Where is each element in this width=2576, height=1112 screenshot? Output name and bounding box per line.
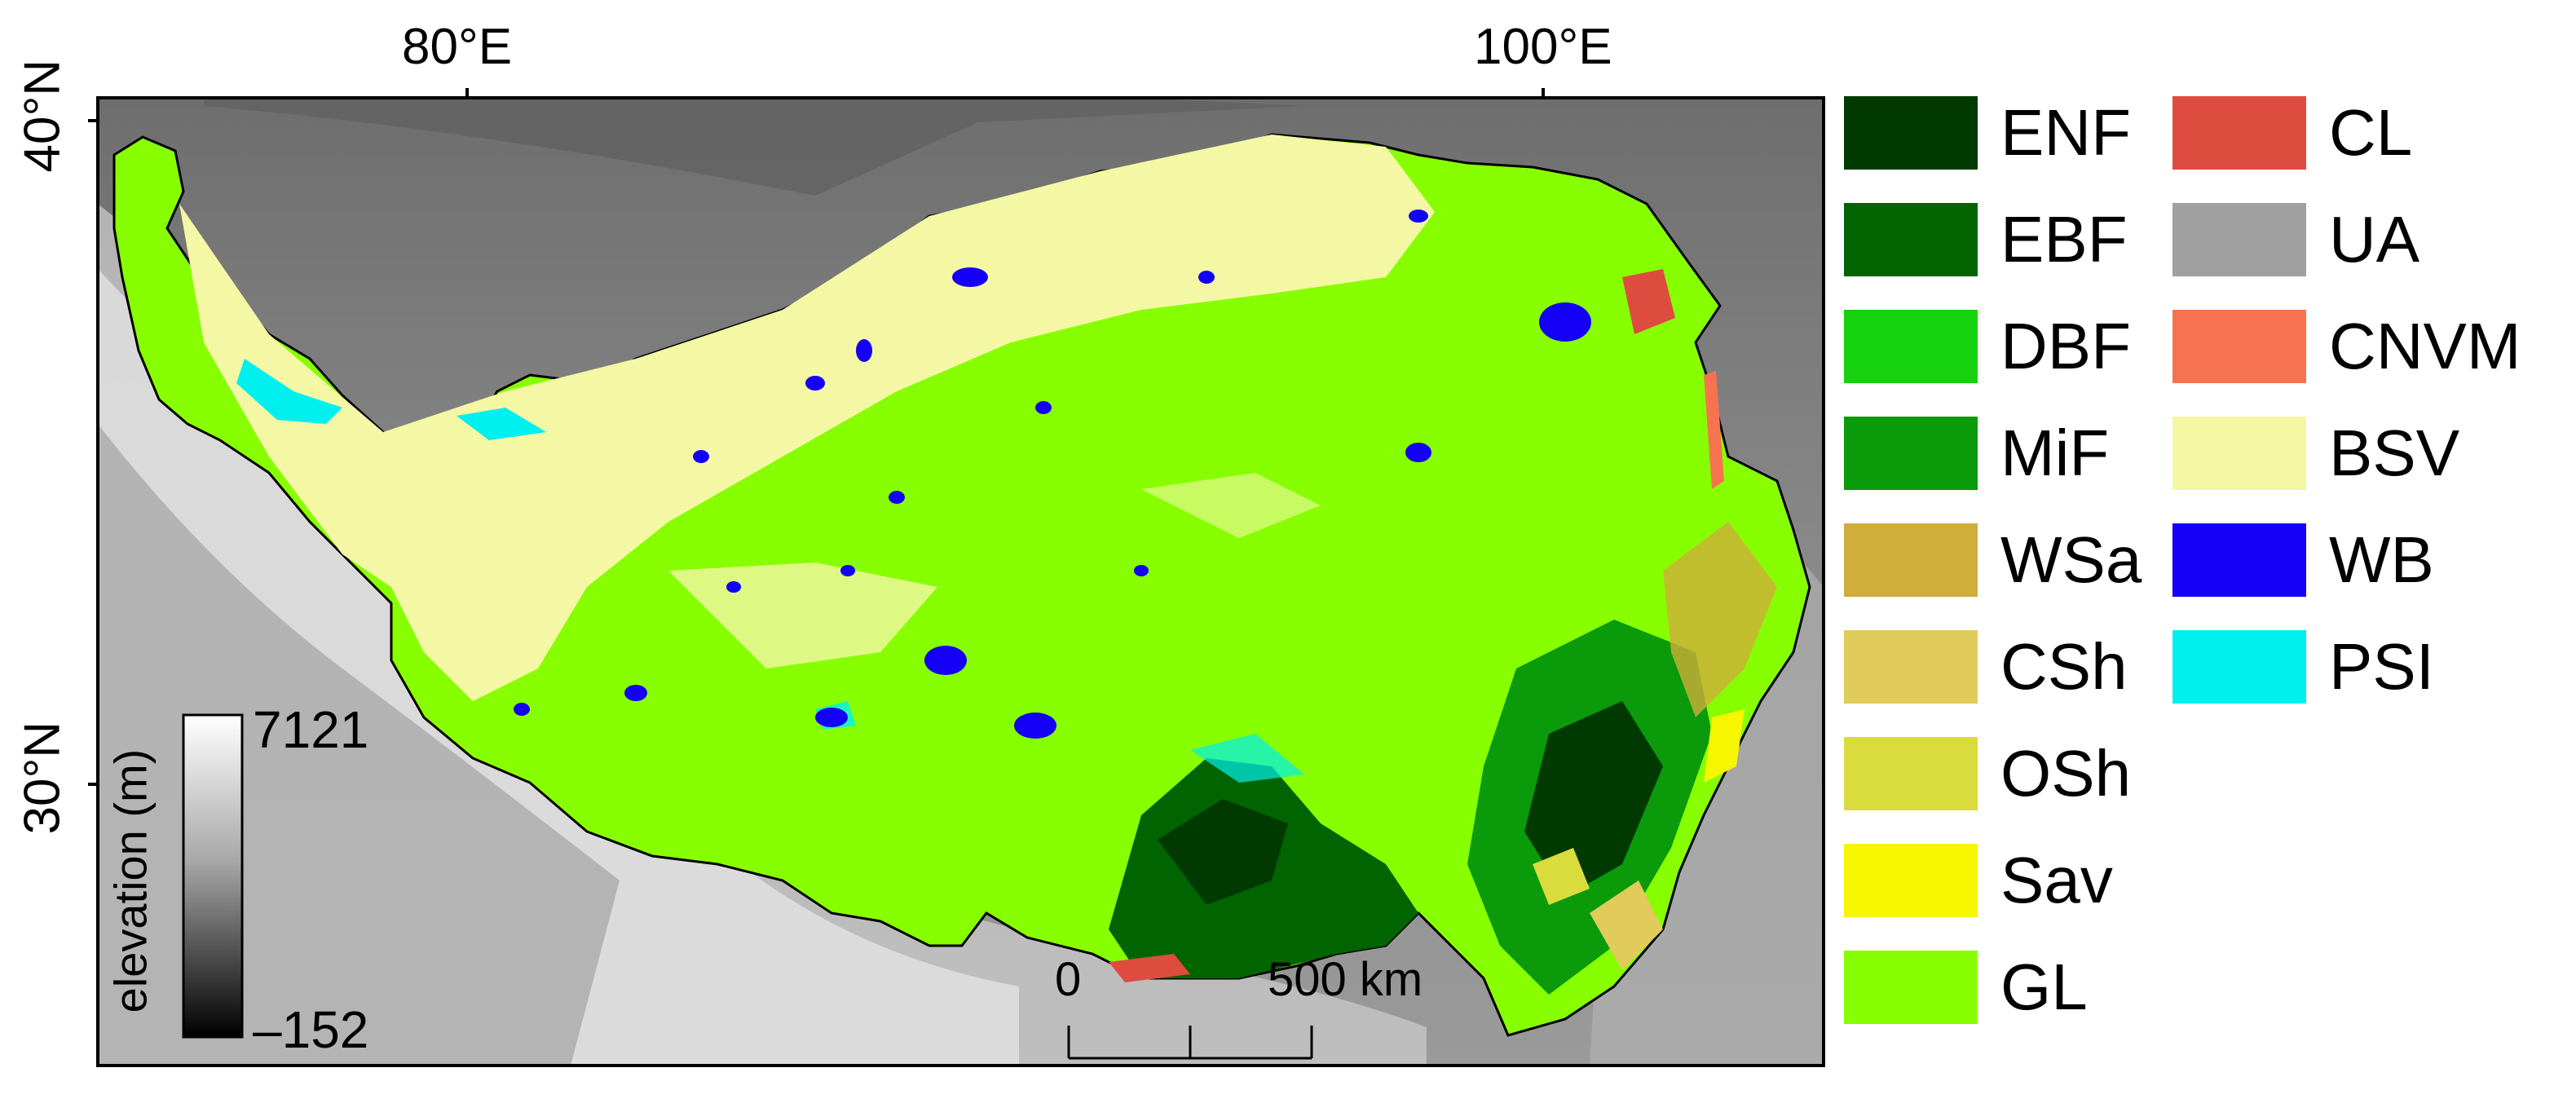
legend-label: EBF: [2000, 203, 2128, 276]
legend-label: PSI: [2329, 630, 2434, 703]
elevation-max-label: 7121: [253, 700, 369, 759]
scale-bar-end-label: 500 km: [1268, 953, 1423, 1006]
legend-label: DBF: [2000, 310, 2131, 382]
elevation-colorbar: [182, 713, 244, 1039]
legend-swatch: [2172, 523, 2306, 597]
scale-bar: [1067, 1026, 1313, 1060]
legend-swatch: [2172, 96, 2306, 170]
legend-swatch: [1844, 310, 1978, 383]
legend-label: WSa: [2000, 523, 2142, 596]
legend-swatch: [1844, 523, 1978, 597]
legend-swatch: [2172, 630, 2306, 704]
legend-label: WB: [2329, 523, 2434, 596]
legend-label: MiF: [2000, 417, 2110, 489]
legend-label: GL: [2000, 951, 2088, 1023]
lat-label-30n: 30°N: [14, 721, 71, 835]
elevation-min-label: –152: [253, 1000, 369, 1059]
scale-bar-start-label: 0: [1055, 953, 1082, 1006]
axis-ticks: [88, 88, 1545, 786]
legend-label: BSV: [2329, 417, 2460, 489]
legend-swatch: [2172, 203, 2306, 276]
plateau-landcover: [112, 133, 1811, 1037]
legend-swatch: [1844, 630, 1978, 704]
legend-swatch: [1844, 844, 1978, 917]
legend-label: UA: [2329, 203, 2420, 276]
legend-label: CNVM: [2329, 310, 2521, 382]
lon-label-80e: 80°E: [402, 19, 513, 75]
legend-label: CL: [2329, 96, 2413, 169]
legend-swatch: [1844, 203, 1978, 276]
legend-swatch: [2172, 417, 2306, 490]
legend-swatch: [1844, 417, 1978, 490]
lat-label-40n: 40°N: [14, 59, 71, 173]
legend-label: CSh: [2000, 630, 2128, 703]
legend-swatch: [1844, 951, 1978, 1024]
legend-label: OSh: [2000, 737, 2132, 810]
legend-label: ENF: [2000, 96, 2131, 169]
plateau-outline: [112, 133, 1811, 1037]
legend-swatch: [1844, 96, 1978, 170]
elevation-axis-label: elevation (m): [104, 748, 157, 1013]
legend-swatch: [1844, 737, 1978, 810]
legend-label: Sav: [2000, 844, 2113, 916]
lon-label-100e: 100°E: [1474, 19, 1612, 75]
legend-swatch: [2172, 310, 2306, 383]
map-frame: [96, 96, 1825, 1067]
